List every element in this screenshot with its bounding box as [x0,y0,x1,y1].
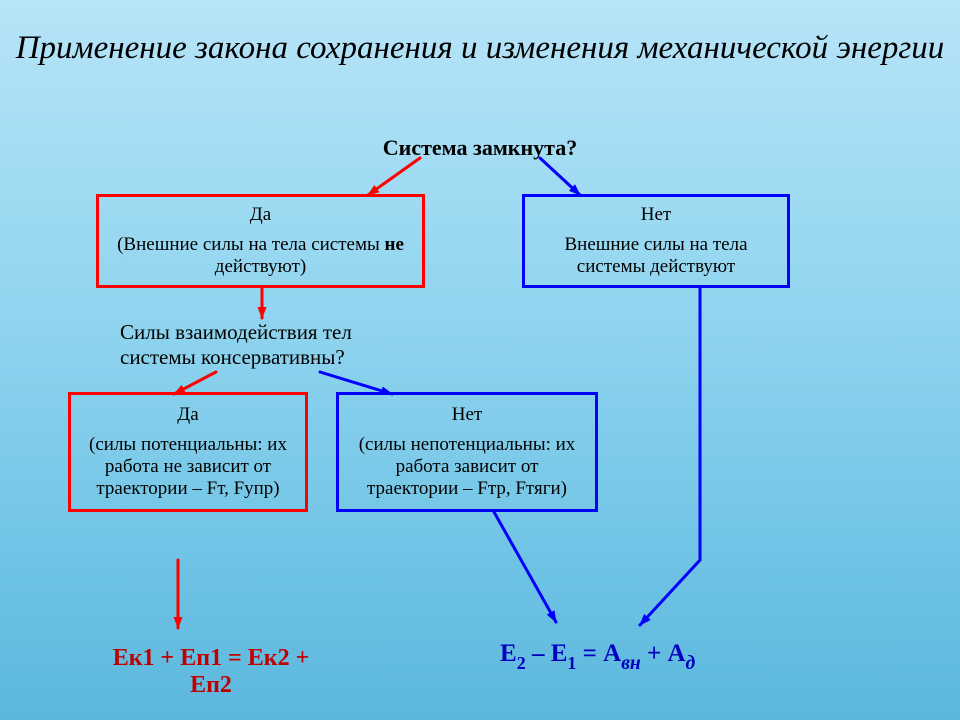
box-yes-conservative: Да (силы потенциальны: их работа не зави… [68,392,308,512]
slide-content: Применение закона сохранения и изменения… [0,0,960,720]
slide-title: Применение закона сохранения и изменения… [0,30,960,68]
box-no-conservative-body: (силы непотенциальны: их работа зависит … [351,434,583,500]
box-no-closed-body: Внешние силы на тела системы действуют [537,234,775,278]
box-yes-closed-body: (Внешние силы на тела системы не действу… [111,234,410,278]
formula-change: Е2 – Е1 = Авн + Ад [500,640,695,673]
box-yes-conservative-body: (силы потенциальны: их работа не зависит… [83,434,293,500]
box-yes-closed-title: Да [250,204,271,226]
question-conservative: Силы взаимодействия тел системы консерва… [120,320,352,370]
box-no-conservative: Нет (силы непотенциальны: их работа зави… [336,392,598,512]
formula-conservation: Ек1 + Еп1 = Ек2 + Еп2 [86,645,336,699]
box-no-closed-title: Нет [641,204,671,226]
box-no-conservative-title: Нет [452,404,482,426]
box-yes-conservative-title: Да [177,404,198,426]
box-yes-closed: Да (Внешние силы на тела системы не дейс… [96,194,425,288]
box-no-closed: Нет Внешние силы на тела системы действу… [522,194,790,288]
question-system-closed: Система замкнута? [0,135,960,161]
